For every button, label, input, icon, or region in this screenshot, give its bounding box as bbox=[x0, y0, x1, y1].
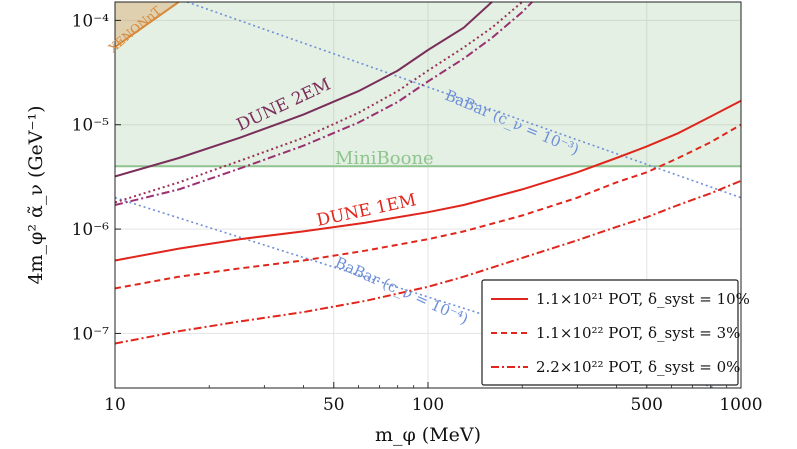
excluded-regions bbox=[115, 2, 741, 168]
series-line-dune-2em bbox=[115, 2, 493, 178]
axis-ticks: 10 50 100 500 1000 10⁻⁷ 10⁻⁶ 10⁻⁵ 10⁻⁴ bbox=[72, 11, 763, 415]
annotation-babar-c-10: BaBar (c_ν = 10⁻⁴) bbox=[332, 253, 471, 328]
legend: 1.1×10²¹ POT, δ_syst = 10% 1.1×10²² POT, … bbox=[481, 279, 750, 386]
x-tick-label: 100 bbox=[412, 395, 444, 415]
miniboone-region bbox=[115, 2, 741, 167]
legend-box bbox=[481, 279, 739, 386]
x-axis-title: m_φ (MeV) bbox=[375, 424, 481, 446]
x-tick-label: 1000 bbox=[719, 395, 762, 415]
x-tick-label: 10 bbox=[104, 395, 126, 415]
annotation-miniboone: MiniBoone bbox=[335, 148, 434, 169]
y-tick-label: 10⁻⁷ bbox=[72, 324, 110, 344]
y-tick-label: 10⁻⁵ bbox=[72, 116, 110, 136]
series-line-dune-2em-2-2-10-pot bbox=[115, 2, 533, 206]
annotation-dune-1em: DUNE 1EM bbox=[315, 190, 418, 231]
x-tick-label: 500 bbox=[631, 395, 663, 415]
series-line-dune-2em-1-1-10-pot bbox=[115, 2, 523, 204]
y-axis-title: 4m_φ² α̃_ν (GeV⁻¹) bbox=[25, 105, 47, 284]
x-tick-label: 50 bbox=[323, 395, 345, 415]
series-line-2-2-10-pot-syst-0 bbox=[115, 179, 741, 345]
series-lines bbox=[115, 2, 741, 345]
y-tick-label: 10⁻⁴ bbox=[72, 11, 110, 31]
series-line-1-1-10-pot-syst-3 bbox=[115, 123, 741, 290]
series-line-1-1-10-pot-syst-10 bbox=[115, 99, 741, 262]
legend-label: 2.2×10²² POT, δ_syst = 0% bbox=[536, 358, 740, 376]
legend-label: 1.1×10²² POT, δ_syst = 3% bbox=[536, 324, 740, 342]
legend-label: 1.1×10²¹ POT, δ_syst = 10% bbox=[536, 290, 750, 308]
y-tick-label: 10⁻⁶ bbox=[72, 220, 110, 240]
xenonnt-boundary bbox=[115, 2, 180, 48]
